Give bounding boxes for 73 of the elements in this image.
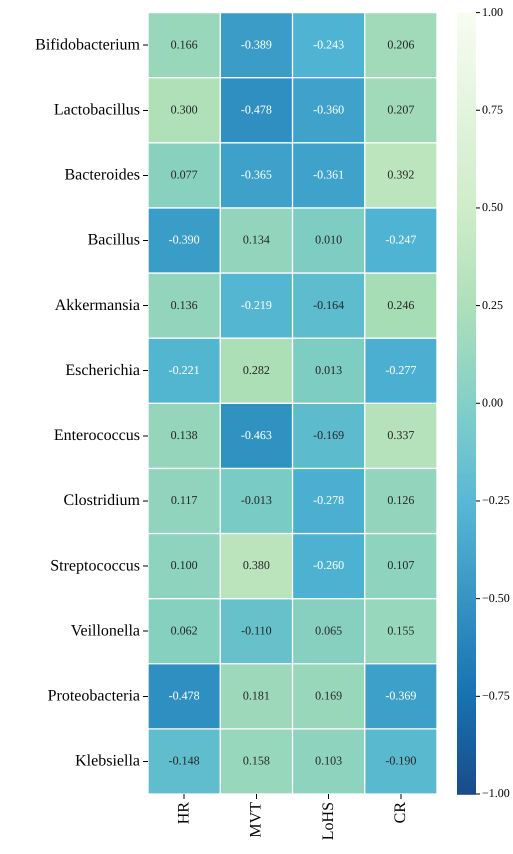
color-bar-label: 0.00 (482, 395, 503, 410)
data-label: 0.169 (315, 688, 342, 702)
color-bar-label: −1.00 (482, 786, 510, 800)
data-label: -0.190 (385, 754, 416, 768)
data-label: -0.148 (168, 754, 200, 768)
data-label: 0.077 (170, 168, 198, 182)
color-bar-label: 0.25 (482, 298, 503, 312)
data-label: -0.219 (240, 298, 272, 312)
data-label: 0.100 (170, 558, 198, 572)
data-label: -0.390 (168, 232, 200, 247)
data-label: -0.221 (168, 362, 200, 377)
data-label: 0.138 (170, 428, 198, 442)
data-label: -0.110 (241, 623, 272, 638)
data-label: -0.365 (240, 168, 272, 182)
data-label: 0.246 (387, 298, 414, 312)
data-label: 0.065 (315, 623, 342, 638)
data-label: 0.107 (387, 558, 414, 572)
y-tick-label: Streptococcus (50, 557, 140, 574)
data-label: 0.117 (170, 493, 198, 508)
y-tick-label: Bifidobacterium (35, 36, 141, 54)
x-tick-label: LoHS (320, 802, 337, 840)
y-tick-label: Proteobacteria (48, 688, 140, 705)
color-bar-label: 0.50 (482, 200, 503, 214)
y-tick-label: Veillonella (70, 622, 140, 640)
data-label: 0.134 (242, 232, 270, 247)
data-label: -0.463 (240, 428, 272, 442)
data-label: -0.361 (313, 168, 344, 182)
color-bar-label: −0.25 (482, 493, 510, 508)
data-label: -0.278 (313, 493, 344, 508)
data-label: 0.282 (242, 362, 270, 377)
data-label: 0.207 (387, 102, 414, 116)
x-tick-label: HR (175, 802, 192, 824)
color-bar-label: −0.50 (482, 590, 510, 605)
data-label: 0.300 (170, 102, 198, 116)
data-label: -0.389 (240, 37, 272, 52)
y-tick-label: Bacillus (88, 232, 140, 249)
color-bar-label: −0.75 (482, 688, 510, 702)
data-label: -0.478 (240, 102, 272, 116)
x-tick-label: MVT (248, 802, 265, 838)
y-tick-label: Enterococcus (54, 427, 140, 444)
data-label: -0.013 (240, 493, 272, 508)
x-tick-label: CR (392, 802, 410, 824)
data-label: 0.206 (387, 37, 414, 52)
data-label: 0.103 (315, 754, 342, 768)
data-label: -0.247 (385, 232, 416, 247)
y-tick-label: Escherichia (65, 362, 140, 379)
data-label: 0.337 (387, 428, 414, 442)
data-label: 0.010 (315, 232, 342, 247)
data-label: -0.164 (313, 298, 344, 312)
data-label: 0.392 (387, 168, 414, 182)
data-label: 0.380 (242, 558, 270, 572)
data-label: -0.478 (168, 688, 200, 702)
color-bar-label: 1.00 (482, 4, 503, 19)
data-label: 0.181 (242, 688, 270, 702)
data-label: 0.013 (315, 362, 342, 377)
y-tick-label: Akkermansia (54, 296, 140, 314)
data-label: -0.169 (313, 428, 344, 442)
data-label: 0.062 (170, 623, 198, 638)
data-label: -0.260 (313, 558, 344, 572)
y-tick-label: Bacteroides (64, 166, 140, 184)
data-label: 0.126 (387, 493, 414, 508)
data-label: -0.277 (385, 362, 416, 377)
data-label: 0.155 (387, 623, 414, 638)
data-label: -0.243 (313, 37, 344, 52)
data-label: -0.369 (385, 688, 416, 702)
y-tick-label: Klebsiella (75, 752, 140, 770)
y-tick-label: Lactobacillus (54, 101, 140, 118)
data-label: -0.360 (313, 102, 344, 116)
y-tick-label: Clostridium (64, 492, 141, 510)
data-label: 0.136 (170, 298, 198, 312)
color-bar-label: 0.75 (482, 102, 503, 116)
data-label: 0.166 (170, 37, 198, 52)
data-label: 0.158 (242, 754, 270, 768)
